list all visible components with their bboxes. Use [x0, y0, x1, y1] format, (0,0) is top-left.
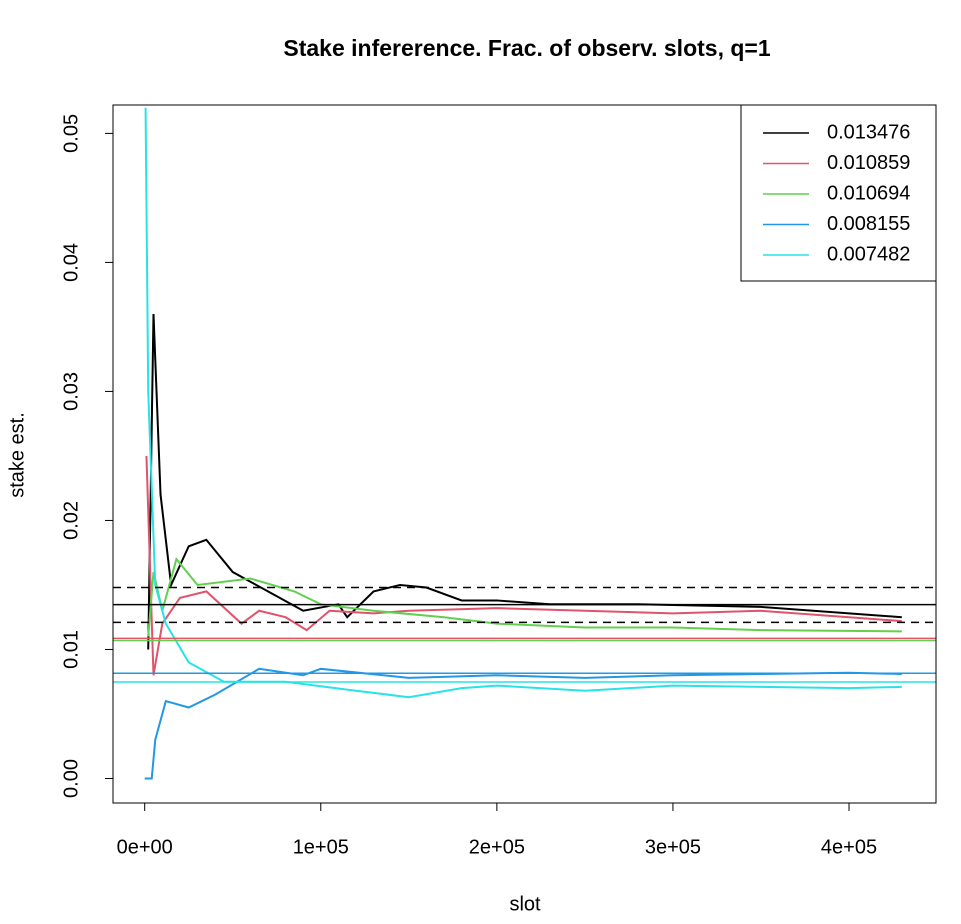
y-tick-label: 0.00	[60, 759, 82, 798]
legend-box	[740, 104, 937, 282]
y-tick-label: 0.02	[60, 501, 82, 540]
series-line	[144, 667, 902, 780]
y-tick-label: 0.04	[60, 243, 82, 282]
legend-label: 0.013476	[827, 121, 910, 143]
legend-label: 0.007482	[827, 243, 910, 265]
plot-area	[113, 107, 936, 780]
y-tick-label: 0.01	[60, 630, 82, 669]
x-axis-label: slot	[509, 893, 541, 915]
series-line	[144, 107, 902, 699]
y-axis-label: stake est.	[6, 412, 28, 498]
x-tick-label: 2e+05	[469, 836, 525, 858]
chart-title: Stake infererence. Frac. of observ. slot…	[283, 35, 770, 61]
legend-label: 0.010859	[827, 152, 910, 174]
plot-box	[112, 104, 937, 804]
legend-label: 0.010694	[827, 182, 910, 204]
y-tick-label: 0.05	[60, 114, 82, 153]
x-tick-label: 0e+00	[117, 836, 173, 858]
legend-label: 0.008155	[827, 213, 910, 235]
series-line	[147, 313, 902, 650]
series-line	[145, 455, 902, 676]
y-tick-label: 0.03	[60, 372, 82, 411]
series-line	[147, 557, 902, 637]
x-tick-label: 3e+05	[645, 836, 701, 858]
x-tick-label: 1e+05	[293, 836, 349, 858]
x-tick-label: 4e+05	[821, 836, 877, 858]
